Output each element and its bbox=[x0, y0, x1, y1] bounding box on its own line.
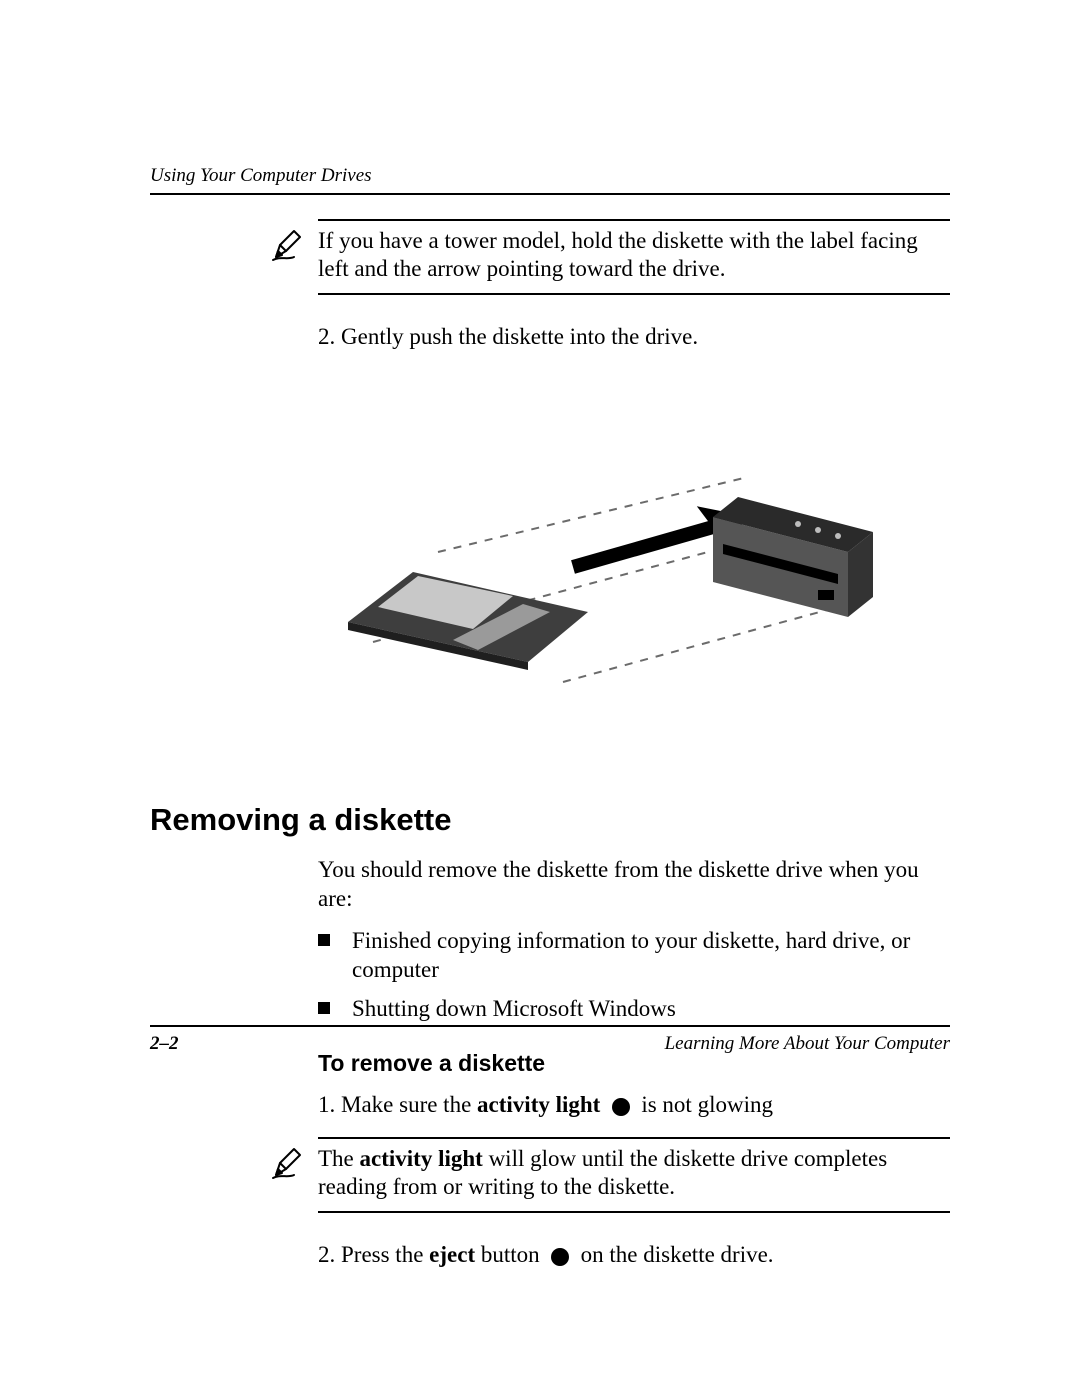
callout-circle-icon: 2 bbox=[612, 1098, 630, 1116]
callout-circle-icon: 1 bbox=[551, 1248, 569, 1266]
section-heading: Removing a diskette bbox=[150, 802, 950, 838]
ordered-step: 2. Gently push the diskette into the dri… bbox=[318, 323, 950, 352]
ordered-step: 1. Make sure the activity light 2 is not… bbox=[318, 1091, 950, 1120]
text-column: If you have a tower model, hold the disk… bbox=[318, 219, 950, 702]
page-number: 2–2 bbox=[150, 1033, 179, 1055]
note-block: The activity light will glow until the d… bbox=[318, 1137, 950, 1213]
pencil-note-icon bbox=[270, 1145, 306, 1186]
bold-term: eject bbox=[429, 1242, 475, 1267]
note-pre: The bbox=[318, 1146, 360, 1171]
text-column-2: You should remove the diskette from the … bbox=[318, 856, 950, 1270]
running-head: Using Your Computer Drives bbox=[150, 165, 950, 187]
page-body: Using Your Computer Drives If you have a… bbox=[150, 165, 950, 1270]
note-block: If you have a tower model, hold the disk… bbox=[318, 219, 950, 295]
page-footer: 2–2 Learning More About Your Computer bbox=[150, 1025, 950, 1055]
note-text: The activity light will glow until the d… bbox=[318, 1145, 950, 1201]
step-text-pre: Press the bbox=[341, 1242, 429, 1267]
ordered-step: 2. Press the eject button 1 on the diske… bbox=[318, 1241, 950, 1270]
list-item: Shutting down Microsoft Windows bbox=[318, 995, 950, 1024]
diskette-illustration-icon bbox=[318, 432, 878, 702]
diskette-insert-figure bbox=[318, 432, 950, 702]
bold-term: activity light bbox=[477, 1092, 600, 1117]
note-text: If you have a tower model, hold the disk… bbox=[318, 227, 950, 283]
pencil-note-icon bbox=[270, 227, 306, 268]
bullet-list: Finished copying information to your dis… bbox=[318, 927, 950, 1023]
step-text-mid: button bbox=[475, 1242, 545, 1267]
step-text-post: on the diskette drive. bbox=[575, 1242, 774, 1267]
step-number: 2. bbox=[318, 324, 335, 349]
bold-term: activity light bbox=[360, 1146, 483, 1171]
footer-rule bbox=[150, 1025, 950, 1027]
footer-title: Learning More About Your Computer bbox=[665, 1033, 950, 1055]
step-number: 1. bbox=[318, 1092, 335, 1117]
step-number: 2. bbox=[318, 1242, 335, 1267]
step-text-pre: Make sure the bbox=[341, 1092, 477, 1117]
intro-paragraph: You should remove the diskette from the … bbox=[318, 856, 950, 914]
step-text-post: is not glowing bbox=[636, 1092, 773, 1117]
header-rule bbox=[150, 193, 950, 195]
list-item: Finished copying information to your dis… bbox=[318, 927, 950, 985]
step-text: Gently push the diskette into the drive. bbox=[341, 324, 698, 349]
